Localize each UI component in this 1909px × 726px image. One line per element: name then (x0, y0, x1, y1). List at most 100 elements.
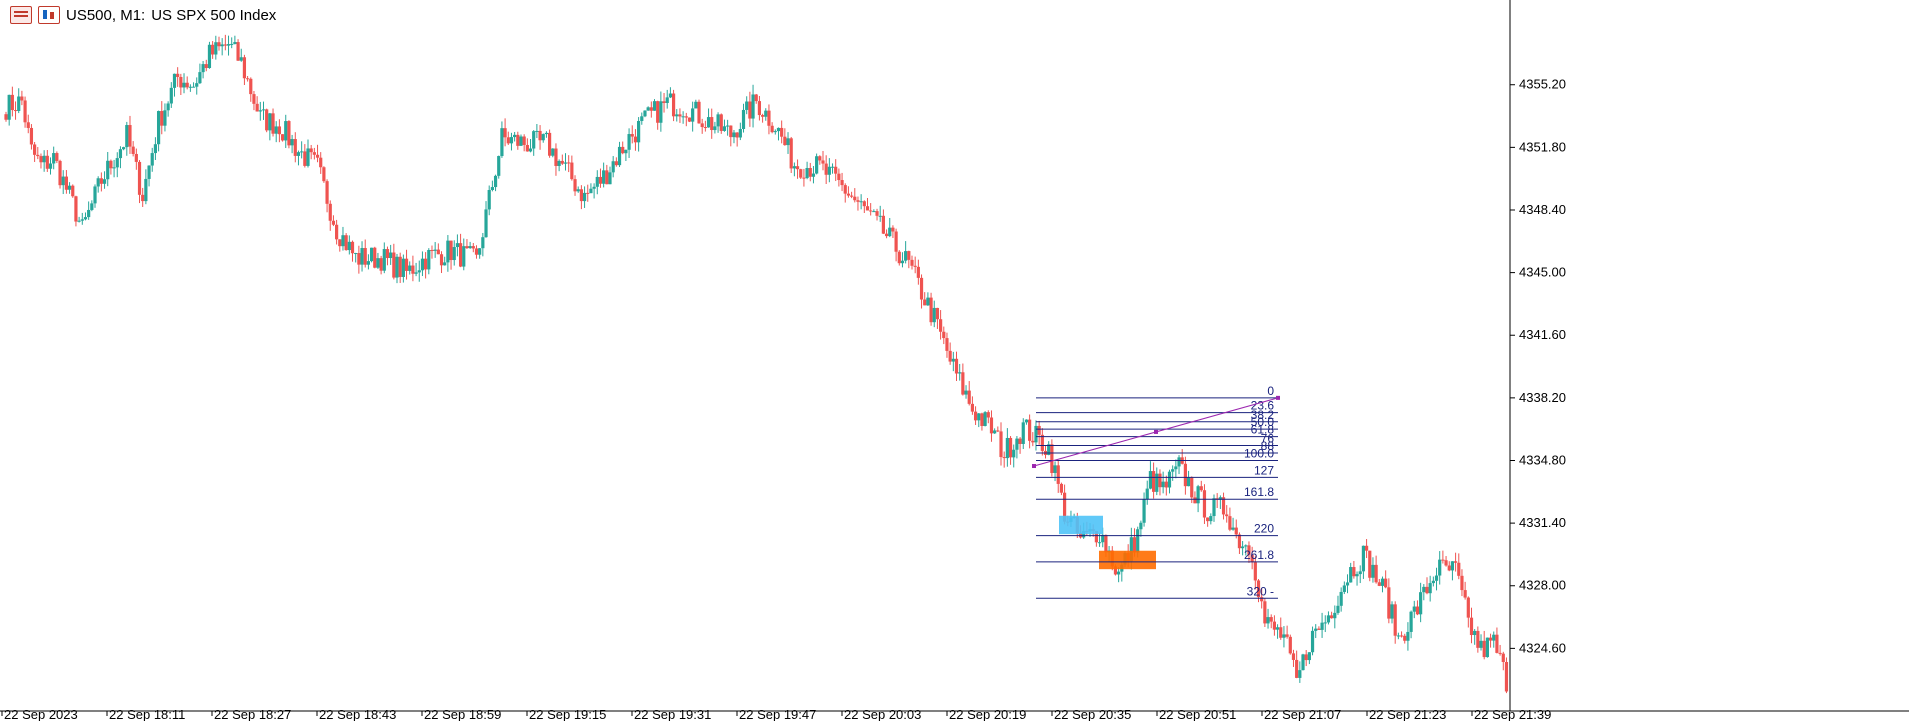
candle-body (350, 241, 355, 254)
candle-body (1237, 534, 1242, 549)
candle-body (954, 358, 959, 374)
candle-body (773, 131, 777, 133)
candle-body (726, 125, 730, 127)
candle-body (102, 179, 107, 184)
candle-body (1269, 617, 1273, 622)
candle-body (1454, 561, 1458, 563)
candle-body (1152, 471, 1156, 492)
candle-body (1495, 634, 1499, 653)
candle-body (23, 100, 27, 123)
candle-body (1406, 631, 1410, 641)
trendline[interactable] (1032, 395, 1280, 469)
candle-body (1326, 615, 1331, 623)
fib-level-label: 61.8 (1251, 423, 1275, 437)
candle-body (1148, 471, 1153, 489)
candle-body (513, 134, 517, 138)
candle-body (789, 138, 793, 169)
candle-body (649, 107, 653, 111)
candle-body (1447, 565, 1451, 571)
candle-body (360, 248, 364, 265)
candle-body (811, 173, 816, 177)
candle-body (1425, 586, 1429, 594)
time-axis[interactable]: 22 Sep 2023 22 Sep 18:11 22 Sep 18:27 22 Se… (1, 707, 1551, 722)
candles-layer (4, 34, 1509, 694)
time-tick-label: 22 Sep 20:03 (844, 707, 921, 721)
time-tick-label: 22 Sep 19:47 (739, 707, 816, 721)
candle-body (916, 266, 920, 278)
supply-zone-blue (1059, 515, 1103, 535)
candle-body (137, 161, 142, 195)
candle-body (1473, 630, 1477, 636)
table-icon[interactable] (10, 6, 32, 24)
candle-body (1037, 425, 1041, 435)
candle-body (1422, 586, 1426, 593)
candle-body (147, 165, 151, 179)
candle-body (1050, 444, 1054, 473)
candle-body (1155, 473, 1159, 492)
candle-body (869, 210, 873, 212)
candle-body (1177, 457, 1181, 467)
candle-body (128, 125, 132, 147)
candle-body (1317, 628, 1321, 630)
candle-body (1101, 534, 1105, 543)
candle-body (732, 132, 736, 138)
chart-window-icon[interactable] (38, 6, 60, 24)
candle-body (268, 113, 272, 131)
candle-body (125, 125, 129, 148)
candle-body (668, 93, 672, 98)
candle-body (385, 249, 390, 259)
candle-body (315, 154, 320, 158)
candle-body (939, 319, 943, 332)
candle-body (986, 412, 990, 418)
candle-body (280, 134, 285, 141)
candle-body (195, 83, 199, 87)
candle-body (439, 254, 444, 266)
candle-body (1018, 438, 1022, 444)
candle-body (926, 297, 930, 306)
candle-body (150, 153, 154, 166)
candle-body (1374, 564, 1378, 583)
candle-body (671, 93, 676, 117)
candle-body (1183, 463, 1187, 487)
candle-body (223, 44, 227, 46)
trendline-anchor (1032, 464, 1036, 469)
candle-body (614, 161, 618, 166)
candle-body (519, 136, 523, 146)
candle-body (369, 247, 374, 262)
zones-layer (1059, 515, 1156, 570)
candle-body (487, 189, 491, 210)
candle-body (659, 101, 663, 123)
candle-body (713, 126, 717, 131)
candle-body (424, 258, 428, 270)
candle-body (389, 252, 393, 259)
candle-body (684, 116, 688, 118)
candle-body (1145, 488, 1149, 500)
candle-body (1113, 566, 1118, 575)
candle-body (706, 117, 711, 128)
candle-body (573, 179, 577, 192)
candle-body (411, 265, 415, 274)
candle-body (249, 78, 253, 95)
candle-body (716, 114, 720, 127)
candle-body (509, 137, 514, 144)
candle-body (1218, 497, 1222, 500)
candle-body (214, 42, 218, 55)
candle-body (93, 186, 97, 204)
candle-body (179, 76, 183, 88)
candle-body (535, 130, 539, 132)
candle-body (525, 144, 529, 152)
candle-body (544, 132, 549, 135)
candle-body (284, 121, 288, 141)
candle-body (754, 94, 758, 102)
candle-body (735, 132, 739, 138)
candle-body (808, 168, 812, 177)
price-axis[interactable]: 4355.20 4351.80 4348.40 4345.00 4341.60 4338.… (1510, 77, 1566, 656)
candle-body (1361, 545, 1366, 572)
candle-body (449, 240, 453, 261)
candle-body (643, 110, 647, 117)
candle-body (1053, 465, 1057, 473)
candle-body (1021, 422, 1025, 444)
